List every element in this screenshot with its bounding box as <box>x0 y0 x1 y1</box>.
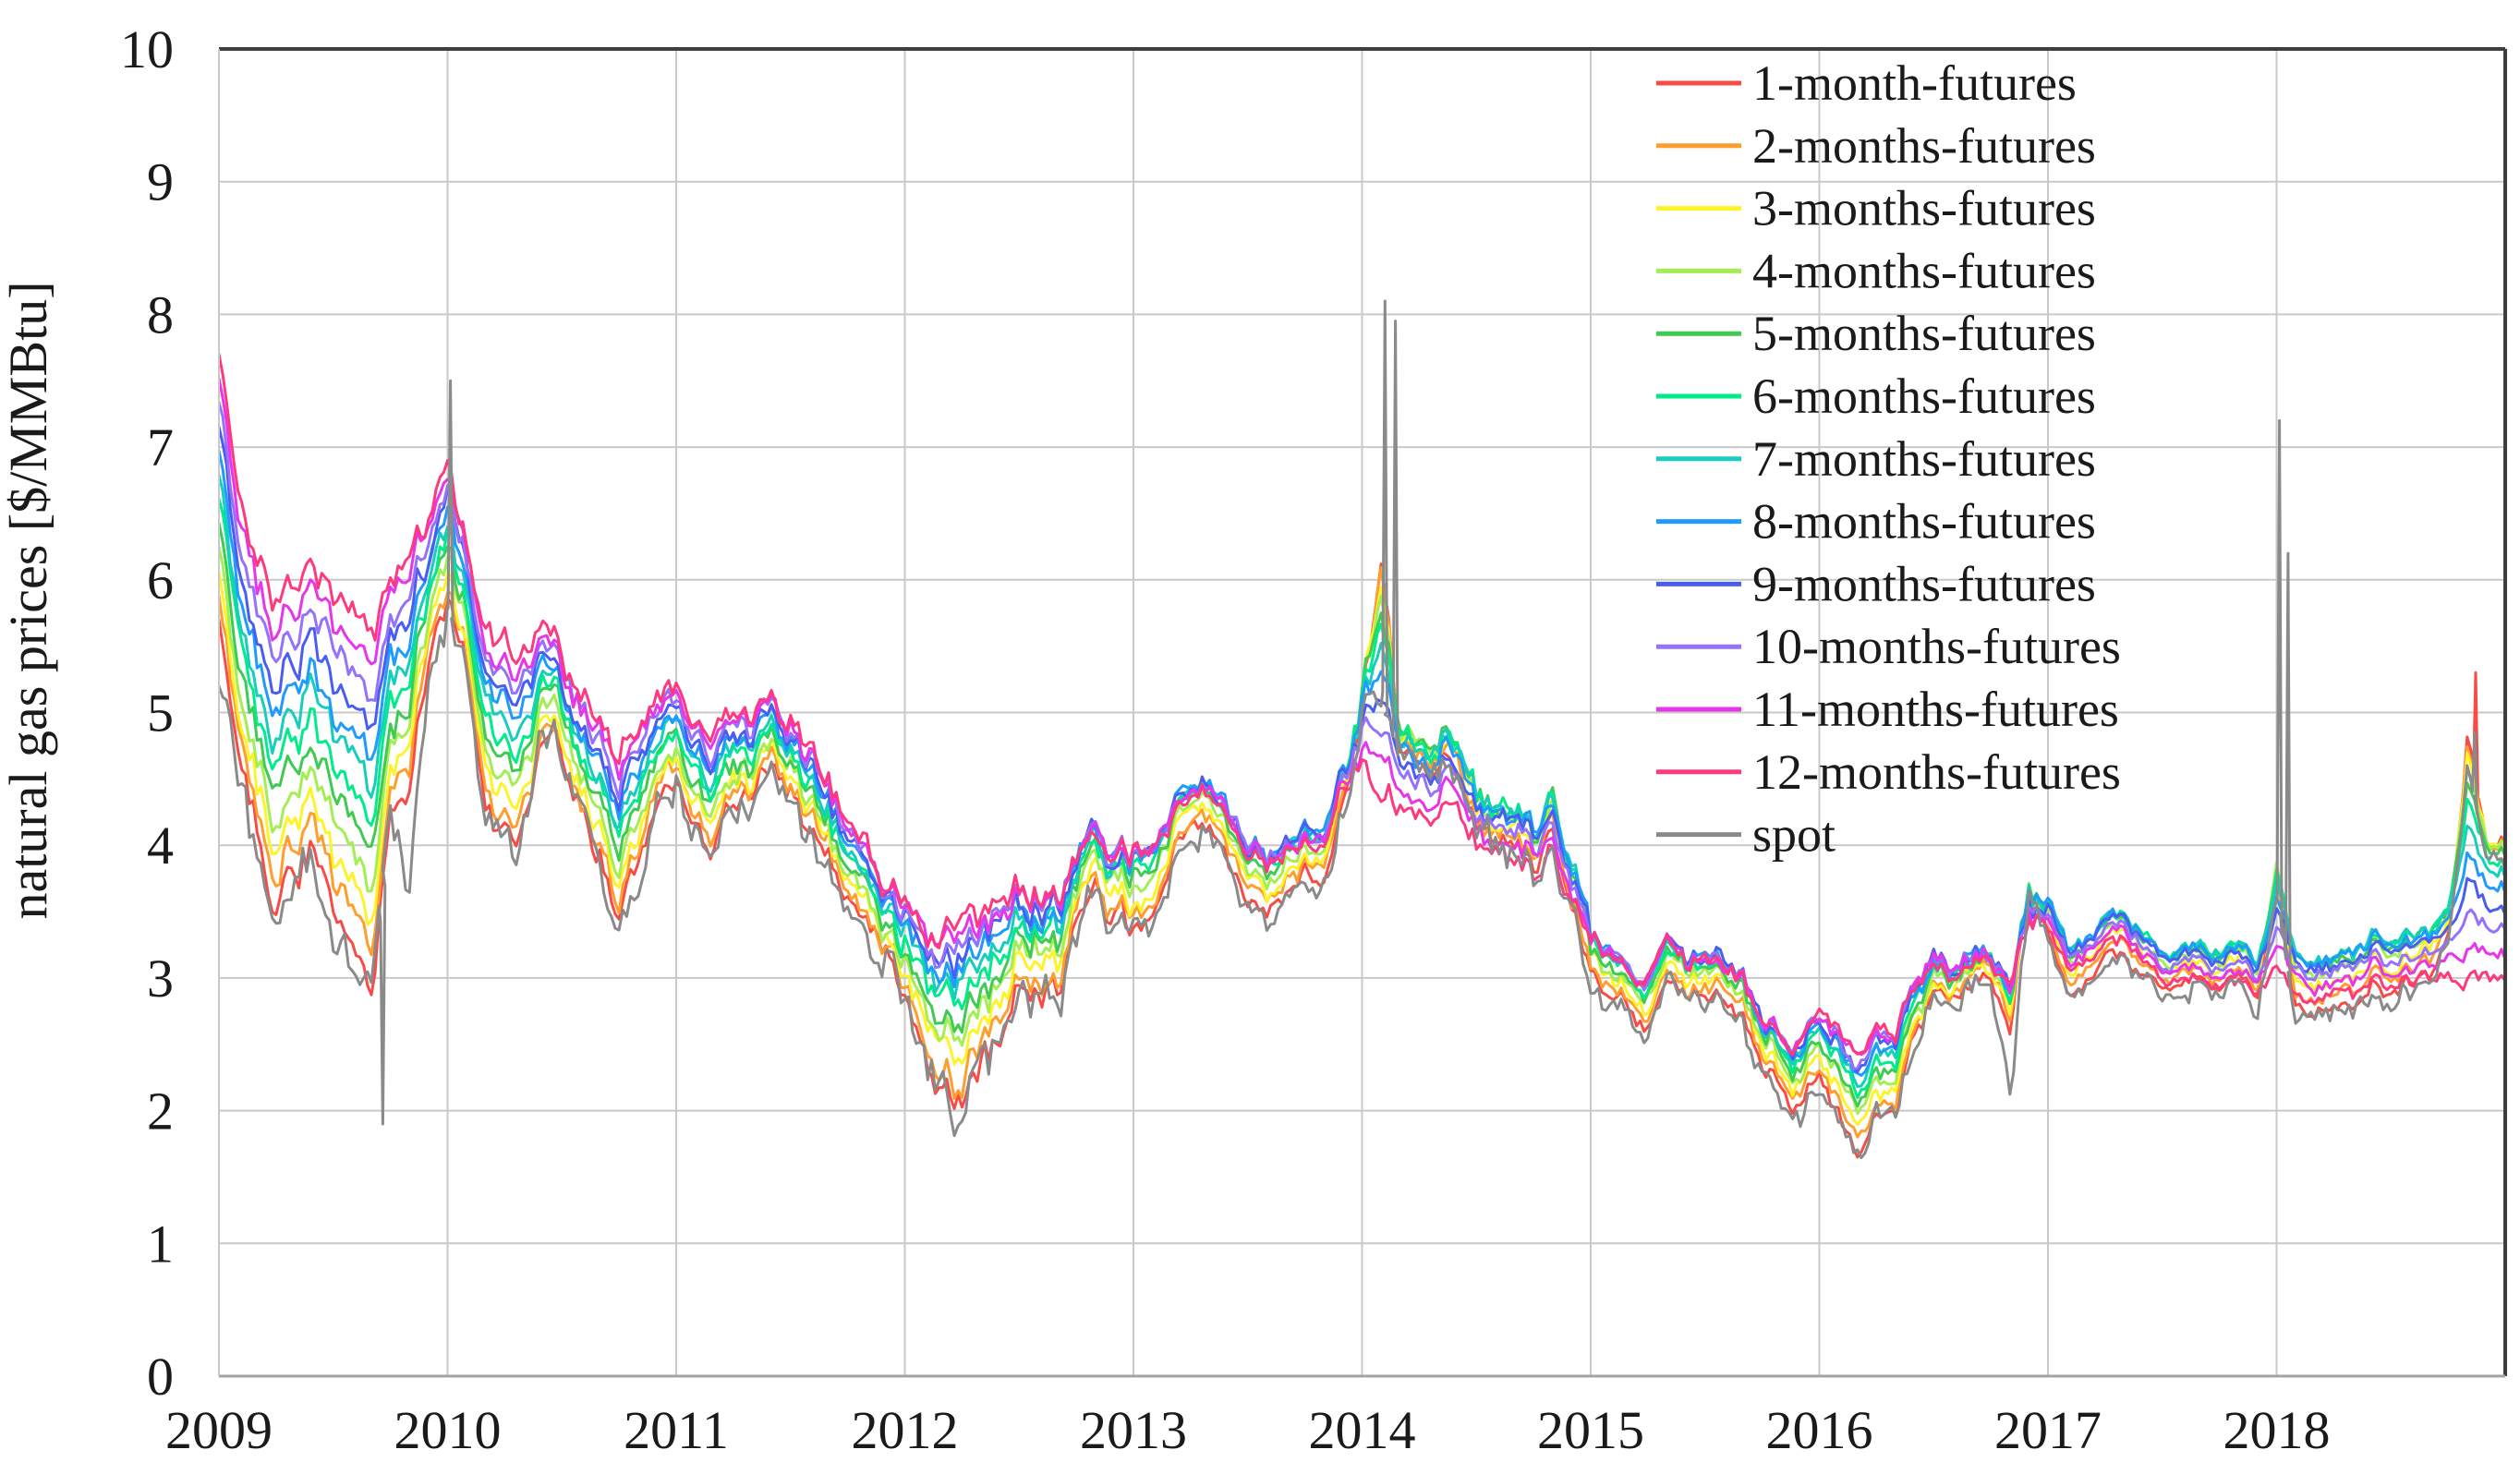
series-line-spot <box>219 299 2505 1160</box>
y-tick-label-5: 5 <box>147 683 174 743</box>
legend-label-6-months-futures: 6-months-futures <box>1752 368 2096 424</box>
legend-label-11-months-futures: 11-months-futures <box>1752 682 2119 737</box>
legend-item-4-months-futures: 4-months-futures <box>1656 243 2096 298</box>
y-axis-tick-labels: 0 1 2 3 4 5 6 7 8 9 10 <box>120 19 174 1407</box>
legend-label-4-months-futures: 4-months-futures <box>1752 243 2096 298</box>
x-tick-label-2012: 2012 <box>852 1400 959 1460</box>
legend-item-10-months-futures: 10-months-futures <box>1656 619 2121 674</box>
legend-item-6-months-futures: 6-months-futures <box>1656 368 2096 424</box>
x-tick-label-2010: 2010 <box>394 1400 502 1460</box>
y-tick-label-1: 1 <box>147 1214 174 1274</box>
legend-label-1-month-futures: 1-month-futures <box>1752 55 2077 111</box>
x-tick-label-2013: 2013 <box>1080 1400 1187 1460</box>
y-tick-label-7: 7 <box>147 417 174 477</box>
y-tick-label-4: 4 <box>147 816 174 876</box>
y-tick-label-10: 10 <box>120 19 174 79</box>
legend-label-7-months-futures: 7-months-futures <box>1752 431 2096 487</box>
legend-item-8-months-futures: 8-months-futures <box>1656 494 2096 550</box>
y-tick-label-8: 8 <box>147 284 174 344</box>
x-tick-label-2015: 2015 <box>1537 1400 1644 1460</box>
y-tick-label-2: 2 <box>147 1081 174 1142</box>
legend-item-1-month-futures: 1-month-futures <box>1656 55 2077 111</box>
legend-label-2-months-futures: 2-months-futures <box>1752 118 2096 174</box>
x-tick-label-2009: 2009 <box>165 1400 273 1460</box>
x-tick-label-2014: 2014 <box>1309 1400 1416 1460</box>
y-axis-title: natural gas prices [$/MMBtu] <box>0 281 58 919</box>
legend-label-5-months-futures: 5-months-futures <box>1752 306 2096 361</box>
legend-label-3-months-futures: 3-months-futures <box>1752 181 2096 236</box>
y-tick-label-3: 3 <box>147 948 174 1009</box>
legend-item-5-months-futures: 5-months-futures <box>1656 306 2096 361</box>
legend-label-12-months-futures: 12-months-futures <box>1752 744 2121 800</box>
series-lines <box>219 299 2505 1160</box>
x-tick-label-2018: 2018 <box>2223 1400 2331 1460</box>
y-tick-label-9: 9 <box>147 152 174 212</box>
legend-item-12-months-futures: 12-months-futures <box>1656 744 2121 800</box>
legend-item-spot: spot <box>1656 807 1835 863</box>
legend-item-3-months-futures: 3-months-futures <box>1656 181 2096 236</box>
y-tick-label-6: 6 <box>147 550 174 610</box>
plot-border <box>218 47 2507 1378</box>
x-tick-label-2016: 2016 <box>1766 1400 1873 1460</box>
legend-item-7-months-futures: 7-months-futures <box>1656 431 2096 487</box>
y-tick-label-0: 0 <box>147 1347 174 1407</box>
x-tick-label-2017: 2017 <box>1994 1400 2102 1460</box>
legend-item-11-months-futures: 11-months-futures <box>1656 682 2119 737</box>
x-axis-tick-labels: 2009 2010 2011 2012 2013 2014 2015 2016 2017 2018 <box>165 1400 2331 1460</box>
x-tick-label-2011: 2011 <box>624 1400 729 1460</box>
legend-label-10-months-futures: 10-months-futures <box>1752 619 2121 674</box>
legend-label-8-months-futures: 8-months-futures <box>1752 494 2096 550</box>
legend: 1-month-futures 2-months-futures 3-months-… <box>1656 55 2121 863</box>
legend-label-9-months-futures: 9-months-futures <box>1752 556 2096 611</box>
legend-item-2-months-futures: 2-months-futures <box>1656 118 2096 174</box>
legend-label-spot: spot <box>1752 807 1835 863</box>
series-line-10-months-futures <box>219 401 2505 1070</box>
series-line-12-months-futures <box>219 353 2505 1057</box>
legend-item-9-months-futures: 9-months-futures <box>1656 556 2096 611</box>
